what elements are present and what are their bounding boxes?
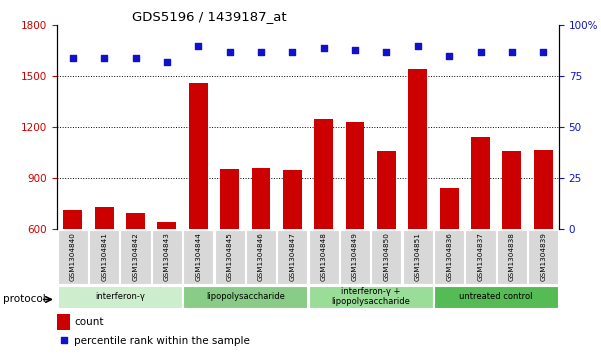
Text: count: count [74,317,103,327]
Bar [63,210,82,330]
Text: GSM1304838: GSM1304838 [509,232,515,281]
Text: GSM1304845: GSM1304845 [227,232,233,281]
Bar [220,170,239,330]
Text: GSM1304837: GSM1304837 [478,232,484,281]
Text: GSM1304850: GSM1304850 [383,232,389,281]
Point [194,43,203,49]
Text: GSM1304844: GSM1304844 [195,232,201,281]
FancyBboxPatch shape [497,230,527,284]
Text: percentile rank within the sample: percentile rank within the sample [74,336,250,346]
Bar [283,170,302,330]
Text: untreated control: untreated control [459,292,533,301]
Bar [252,168,270,330]
Text: GSM1304848: GSM1304848 [321,232,327,281]
Bar [377,151,396,330]
Bar [502,151,521,330]
Point [68,55,78,61]
FancyBboxPatch shape [183,230,213,284]
Text: GSM1304843: GSM1304843 [164,232,170,281]
Bar [409,69,427,330]
FancyBboxPatch shape [215,230,245,284]
Point [538,49,548,55]
Text: GSM1304836: GSM1304836 [446,232,452,281]
Text: interferon-γ: interferon-γ [95,292,145,301]
Point [444,53,454,59]
Point [162,59,172,65]
Point [225,49,234,55]
Text: GSM1304851: GSM1304851 [415,232,421,281]
Bar [534,150,553,330]
Bar [95,207,114,330]
Text: interferon-γ +
lipopolysaccharide: interferon-γ + lipopolysaccharide [331,287,410,306]
Text: GSM1304849: GSM1304849 [352,232,358,281]
Point [287,49,297,55]
Point [413,43,423,49]
FancyBboxPatch shape [58,286,182,308]
Text: GSM1304846: GSM1304846 [258,232,264,281]
Text: GSM1304841: GSM1304841 [101,232,107,281]
Bar [189,83,208,330]
Text: protocol: protocol [3,294,46,305]
FancyBboxPatch shape [528,230,558,284]
Point [350,47,360,53]
Text: GSM1304847: GSM1304847 [289,232,295,281]
FancyBboxPatch shape [152,230,182,284]
FancyBboxPatch shape [246,230,276,284]
FancyBboxPatch shape [465,230,496,284]
Point [256,49,266,55]
FancyBboxPatch shape [309,286,433,308]
Text: lipopolysaccharide: lipopolysaccharide [206,292,285,301]
FancyBboxPatch shape [403,230,433,284]
Text: GSM1304842: GSM1304842 [132,232,138,281]
FancyBboxPatch shape [434,286,558,308]
Point [476,49,486,55]
Bar [126,213,145,330]
FancyBboxPatch shape [89,230,119,284]
Text: GDS5196 / 1439187_at: GDS5196 / 1439187_at [132,10,287,23]
Bar [471,137,490,330]
Bar [157,222,176,330]
FancyBboxPatch shape [434,230,464,284]
Bar [346,122,364,330]
Point [382,49,391,55]
FancyBboxPatch shape [120,230,151,284]
Point [319,45,329,51]
FancyBboxPatch shape [58,230,88,284]
FancyBboxPatch shape [277,230,307,284]
Bar [314,119,333,330]
Bar [440,188,459,330]
Point [99,55,109,61]
Point [507,49,517,55]
FancyBboxPatch shape [309,230,339,284]
Point [130,55,140,61]
FancyBboxPatch shape [371,230,401,284]
Point [59,338,69,343]
FancyBboxPatch shape [340,230,370,284]
FancyBboxPatch shape [183,286,307,308]
Text: GSM1304839: GSM1304839 [540,232,546,281]
Text: GSM1304840: GSM1304840 [70,232,76,281]
